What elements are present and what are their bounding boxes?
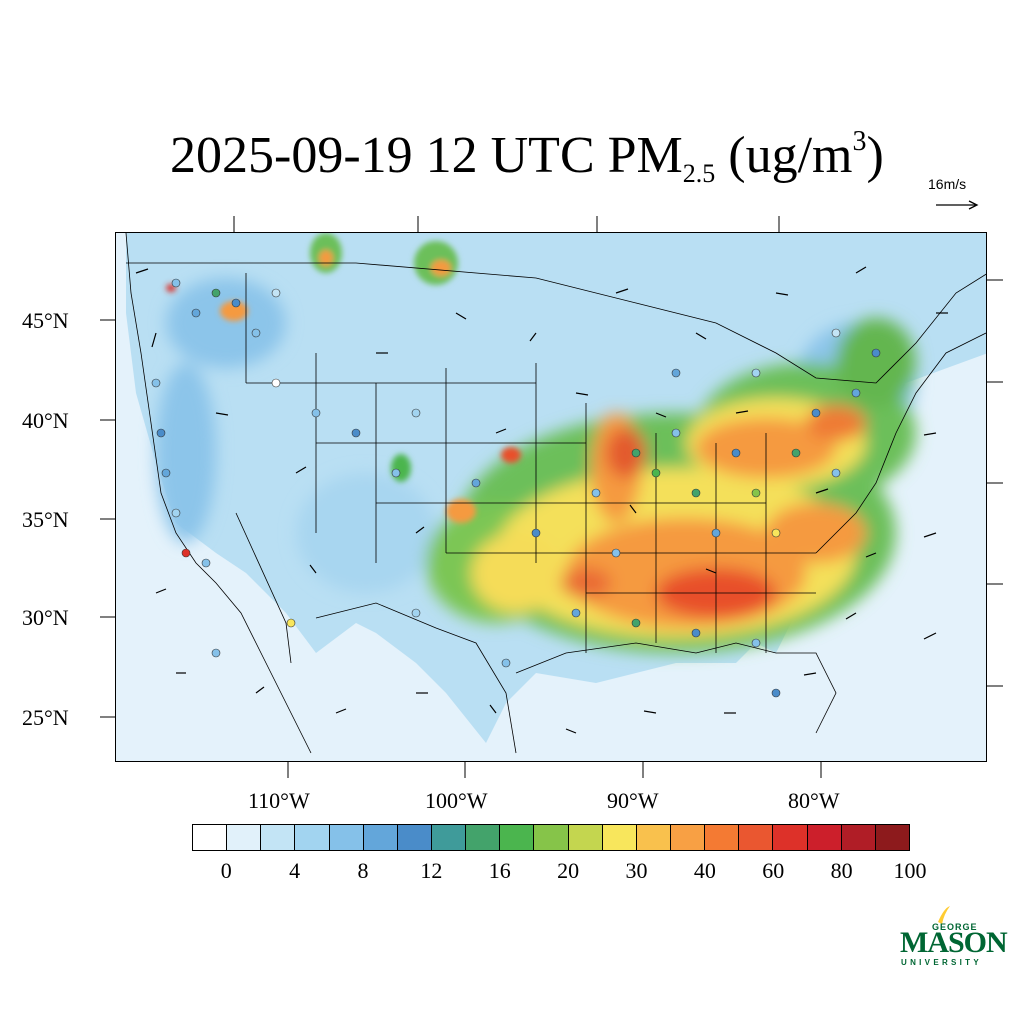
colorbar-label: 20	[557, 858, 580, 883]
pm25-map	[115, 232, 987, 762]
colorbar-cell	[261, 825, 296, 850]
lon-label-80w: 80°W	[788, 788, 840, 813]
lon-label-100w: 100°W	[425, 788, 488, 813]
colorbar-cell	[875, 825, 909, 850]
gmu-logo-swoosh	[938, 906, 950, 924]
lat-label-40: 40°N	[22, 408, 69, 433]
colorbar-cell	[227, 825, 262, 850]
colorbar-label: 12	[420, 858, 443, 883]
colorbar-cell	[773, 825, 808, 850]
colorbar-cell	[807, 825, 842, 850]
colorbar-cell	[636, 825, 671, 850]
colorbar-cell	[397, 825, 432, 850]
colorbar-cell	[705, 825, 740, 850]
lat-label-35: 35°N	[22, 507, 69, 532]
lat-label-25: 25°N	[22, 705, 69, 730]
logo-university: UNIVERSITY	[901, 958, 983, 967]
colorbar-label: 30	[625, 858, 648, 883]
colorbar-cell	[534, 825, 569, 850]
colorbar-label: 16	[488, 858, 511, 883]
colorbar-cell	[500, 825, 535, 850]
title-text: 2025-09-19 12 UTC PM	[170, 127, 683, 184]
colorbar-cell	[739, 825, 774, 850]
colorbar-cell	[568, 825, 603, 850]
colorbar-cell	[329, 825, 364, 850]
map-title: 2025-09-19 12 UTC PM2.5 (ug/m3)	[170, 128, 884, 187]
logo-george: GEORGE	[932, 922, 978, 932]
reference-vector-label: 16m/s	[928, 176, 967, 192]
logo-mason: MASON	[900, 926, 1008, 959]
lon-label-110w: 110°W	[248, 788, 310, 813]
colorbar-cell	[193, 825, 228, 850]
colorbar	[192, 824, 910, 851]
lat-label-30: 30°N	[22, 605, 69, 630]
colorbar-label: 100	[893, 858, 927, 883]
colorbar-label: 60	[762, 858, 785, 883]
colorbar-label: 4	[289, 858, 301, 883]
title-superscript: 3	[852, 126, 867, 157]
title-subscript: 2.5	[682, 159, 716, 188]
reference-vector-arrow	[936, 200, 979, 210]
lon-label-90w: 90°W	[607, 788, 659, 813]
title-units: (ug/m	[715, 127, 853, 184]
colorbar-cell	[602, 825, 637, 850]
colorbar-cell	[466, 825, 501, 850]
wind-vectors	[135, 266, 948, 734]
map-canvas	[116, 233, 986, 761]
colorbar-label: 40	[693, 858, 716, 883]
colorbar-cell	[295, 825, 330, 850]
colorbar-label: 8	[357, 858, 369, 883]
colorbar-cell	[363, 825, 398, 850]
monitor-sites	[151, 278, 881, 698]
colorbar-label: 0	[220, 858, 232, 883]
colorbar-cell	[841, 825, 876, 850]
colorbar-label: 80	[830, 858, 853, 883]
colorbar-cell	[670, 825, 706, 850]
lat-label-45: 45°N	[22, 308, 69, 333]
title-units-close: )	[866, 127, 884, 184]
colorbar-cell	[431, 825, 467, 850]
